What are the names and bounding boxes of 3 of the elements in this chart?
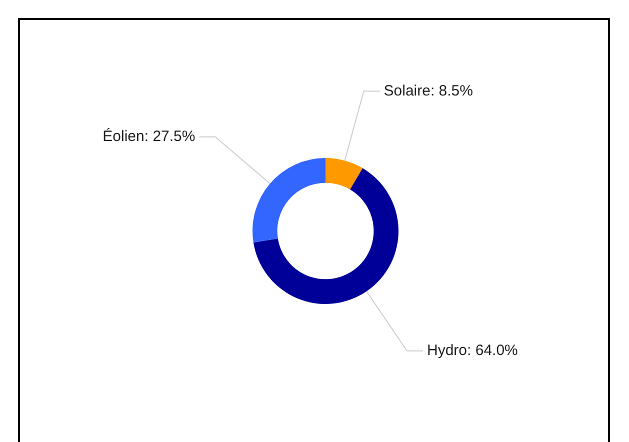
slice-label: Hydro: 64.0% bbox=[427, 342, 518, 360]
slice-label: Solaire: 8.5% bbox=[384, 82, 473, 100]
slice-label: Éolien: 27.5% bbox=[102, 126, 196, 145]
